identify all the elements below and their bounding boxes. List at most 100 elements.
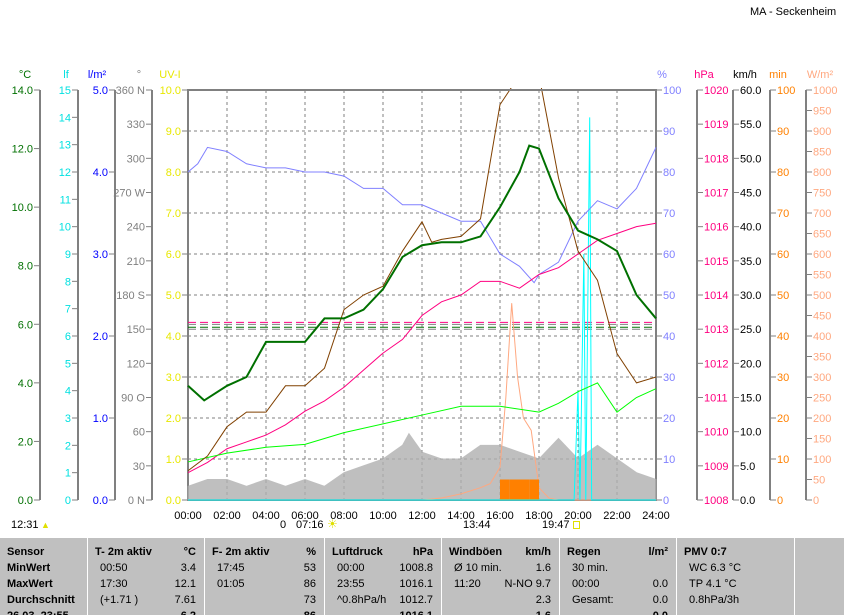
axis-tick-label: 20 xyxy=(777,413,789,425)
axis-tick-label: 10.0 xyxy=(160,85,181,97)
axis-tick-label: 9.0 xyxy=(166,126,181,138)
axis-tick-label: 700 xyxy=(813,208,831,220)
axis-tick-label: 300 xyxy=(813,372,831,384)
axis-tick-label: 1019 xyxy=(704,119,728,131)
x-tick-label: 22:00 xyxy=(603,510,631,522)
axis-tick-label: 15 xyxy=(59,85,71,97)
cell-text: ^0.8hPa/h xyxy=(337,594,387,606)
cell-value: 1016.1 xyxy=(399,608,433,615)
axis-tick-label: 150 xyxy=(127,324,145,336)
x-tick-label: 00:00 xyxy=(174,510,202,522)
moon-icon: ▲ xyxy=(41,520,50,530)
axis-tick-label: 1009 xyxy=(704,461,728,473)
axis-unit-temp: °C xyxy=(19,69,31,81)
cell-value: 2.3 xyxy=(535,594,551,606)
axis-tick-label: 7 xyxy=(65,304,71,316)
sunshine-bar xyxy=(500,479,510,500)
cell-value: 86 xyxy=(304,608,316,615)
x-tick-label: 04:00 xyxy=(252,510,280,522)
axis-tick-label: 550 xyxy=(813,270,831,282)
column-header: Sensor xyxy=(7,546,45,558)
column-unit: km/h xyxy=(525,546,551,558)
cell-value: 1.6 xyxy=(535,562,551,574)
axis-tick-label: 1016 xyxy=(704,222,728,234)
axis-tick-label: 80 xyxy=(663,167,675,179)
axis-tick-label: 1000 xyxy=(813,85,837,97)
sun-icon: ☀ xyxy=(327,517,338,531)
table-column-empty xyxy=(795,538,845,615)
cell-text: Gesamt: xyxy=(572,594,614,606)
axis-tick-label: 500 xyxy=(813,290,831,302)
axis-tick-label: 1012 xyxy=(704,358,728,370)
sunshine-bar xyxy=(509,479,520,500)
cell-text: 00:00 xyxy=(572,578,600,590)
column-unit: °C xyxy=(183,546,196,558)
cell-text: 00:50 xyxy=(100,562,128,574)
cell-value: 0.0 xyxy=(652,578,668,590)
statistics-table: Sensor MinWert MaxWert Durchschnitt 26.03. 2… xyxy=(0,538,845,615)
axis-tick-label: 11 xyxy=(60,194,71,206)
axis-tick-label: 60 xyxy=(777,249,789,261)
series-f-blatt xyxy=(188,117,656,501)
x-tick-label: 02:00 xyxy=(213,510,241,522)
axis-unit-hum: % xyxy=(657,69,667,81)
column-header: Windböen xyxy=(449,546,503,558)
axis-tick-label: 5.0 xyxy=(93,85,108,97)
series-f-2m-aktiv xyxy=(187,146,657,284)
axis-tick-label: 1.0 xyxy=(166,454,181,466)
axis-tick-label: 30 xyxy=(133,461,145,473)
table-column: Luftdruck hPa 00:00 1008.8 23:55 1016.1 ^0.8hP… xyxy=(325,538,442,615)
axis-tick-label: 6 xyxy=(65,331,71,343)
table-column: T- 2m aktiv °C 00:50 3.4 17:30 12.1 (+1.71 ) 7.… xyxy=(88,538,205,615)
axis-tick-label: 10.0 xyxy=(12,202,33,214)
axis-tick-label: 1015 xyxy=(704,256,728,268)
axis-tick-label: 50.0 xyxy=(740,153,761,165)
axis-tick-label: 25.0 xyxy=(740,324,761,336)
axis-tick-label: 12 xyxy=(59,167,71,179)
axis-tick-label: 5.0 xyxy=(166,290,181,302)
axis-tick-label: 90 xyxy=(777,126,789,138)
axis-tick-label: 210 xyxy=(127,256,145,268)
x-tick-label: 18:00 xyxy=(525,510,553,522)
cell-text: 17:30 xyxy=(100,578,128,590)
axis-tick-label: 4.0 xyxy=(18,378,33,390)
axis-tick-label: 850 xyxy=(813,147,831,159)
axis-tick-label: 100 xyxy=(813,454,831,466)
axis-unit-wind: km/h xyxy=(733,69,757,81)
axis-tick-label: 1018 xyxy=(704,153,728,165)
axis-unit-lf: lf xyxy=(63,69,69,81)
x-tick-label: 08:00 xyxy=(330,510,358,522)
cell-value: 0.0 xyxy=(652,594,668,606)
axis-tick-label: 10 xyxy=(663,454,675,466)
axis-tick-label: 100 xyxy=(777,85,795,97)
cell-value: 73 xyxy=(303,594,316,606)
axis-tick-label: 0.0 xyxy=(740,495,755,507)
axis-tick-label: 180 S xyxy=(116,290,145,302)
axis-tick-label: 55.0 xyxy=(740,119,761,131)
plot-top-mask xyxy=(188,0,656,88)
axis-tick-label: 1011 xyxy=(704,393,728,405)
axis-tick-label: 1013 xyxy=(704,324,728,336)
table-column: PMV 0:7 WC 6.3 °C TP 4.1 °C 0.8hPa/3h xyxy=(677,538,795,615)
axis-tick-label: 0.0 xyxy=(93,495,108,507)
axis-tick-label: 60 xyxy=(663,249,675,261)
axis-unit-press: hPa xyxy=(694,69,714,81)
table-column: Sensor MinWert MaxWert Durchschnitt 26.03. 2… xyxy=(0,538,88,615)
axis-tick-label: 30 xyxy=(777,372,789,384)
axis-tick-label: 0.0 xyxy=(18,495,33,507)
cell-text: 30 min. xyxy=(572,562,609,574)
cell-text: WC 6.3 °C xyxy=(689,562,742,574)
cell-value: 86 xyxy=(303,578,316,590)
axis-tick-label: 0 N xyxy=(128,495,145,507)
axis-tick-label: 0.0 xyxy=(166,495,181,507)
axis-tick-label: 20 xyxy=(663,413,675,425)
axis-tick-label: 9 xyxy=(65,249,71,261)
axis-tick-label: 8.0 xyxy=(166,167,181,179)
axis-tick-label: 250 xyxy=(813,393,831,405)
chart-canvas: °C0.02.04.06.08.010.012.014.0lf012345678… xyxy=(11,0,838,522)
cell-text: Ø 10 min. xyxy=(454,562,502,574)
column-unit: % xyxy=(306,546,316,558)
axis-tick-label: 4.0 xyxy=(166,331,181,343)
axis-tick-label: 1017 xyxy=(704,188,728,200)
